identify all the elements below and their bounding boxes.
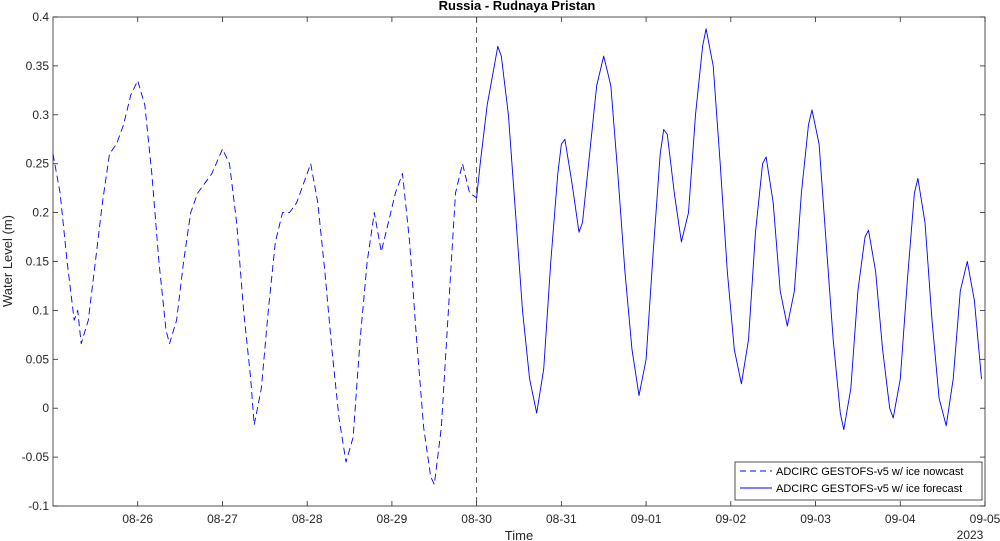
y-tick-label: 0.05: [26, 352, 50, 366]
y-tick-label: 0.3: [32, 108, 49, 122]
x-axis-label: Time: [505, 528, 533, 541]
y-tick-label: 0.35: [26, 59, 50, 73]
x-tick-label: 08-31: [546, 512, 577, 526]
x-tick-label: 09-01: [631, 512, 662, 526]
x-tick-label: 09-05: [970, 512, 1000, 526]
y-tick-label: 0.1: [32, 303, 49, 317]
legend-label-nowcast: ADCIRC GESTOFS-v5 w/ ice nowcast: [776, 466, 963, 478]
y-axis-label: Water Level (m): [0, 215, 15, 307]
x-tick-label: 08-30: [461, 512, 492, 526]
x-tick-label: 08-26: [122, 512, 153, 526]
y-tick-label: -0.05: [22, 450, 50, 464]
chart-title: Russia - Rudnaya Pristan: [439, 0, 596, 13]
x-tick-label: 08-29: [377, 512, 408, 526]
x-tick-label: 08-28: [292, 512, 323, 526]
y-tick-label: 0.2: [32, 206, 49, 220]
y-tick-label: -0.1: [28, 499, 49, 513]
y-tick-label: 0.4: [32, 10, 49, 24]
y-tick-label: 0.25: [26, 157, 50, 171]
x-tick-label: 09-03: [800, 512, 831, 526]
legend: ADCIRC GESTOFS-v5 w/ ice nowcast ADCIRC …: [735, 462, 982, 500]
year-label: 2023: [957, 528, 984, 541]
x-tick-label: 09-02: [715, 512, 746, 526]
x-tick-label: 09-04: [885, 512, 916, 526]
legend-label-forecast: ADCIRC GESTOFS-v5 w/ ice forecast: [776, 483, 962, 495]
x-tick-label: 08-27: [207, 512, 238, 526]
y-tick-label: 0.15: [26, 255, 50, 269]
y-tick-label: 0: [42, 401, 49, 415]
